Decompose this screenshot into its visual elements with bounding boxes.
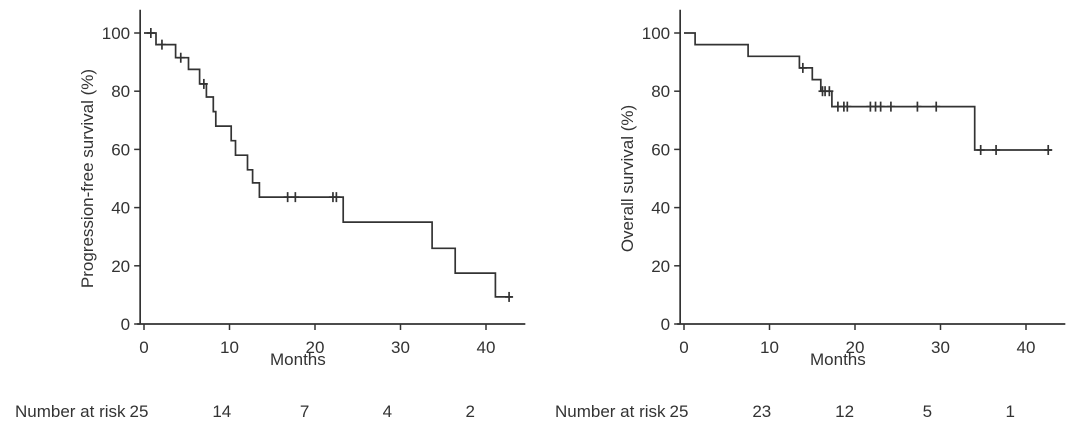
x-tick-label: 30 bbox=[931, 338, 950, 357]
pfs-km-chart: 0 20 40 60 80 100 0 10 20 30 40 Months Progression-f… bbox=[15, 9, 526, 421]
y-tick-label: 80 bbox=[111, 82, 130, 101]
x-tick-label: 20 bbox=[846, 338, 865, 357]
panel-progression-free-survival: 0 20 40 60 80 100 0 10 20 30 40 Months Progression-f… bbox=[15, 9, 526, 421]
y-tick-label: 20 bbox=[111, 257, 130, 276]
number-at-risk-value: 7 bbox=[300, 402, 309, 421]
x-tick-label: 10 bbox=[760, 338, 779, 357]
y-tick-label: 60 bbox=[651, 140, 670, 159]
number-at-risk-value: 4 bbox=[383, 402, 392, 421]
y-tick-label: 100 bbox=[642, 24, 670, 43]
y-tick-label: 80 bbox=[651, 82, 670, 101]
number-at-risk-value: 2 bbox=[465, 402, 474, 421]
number-at-risk-value: 1 bbox=[1005, 402, 1014, 421]
panel-overall-survival: 0 20 40 60 80 100 0 10 20 30 40 Months Overall survi… bbox=[540, 0, 1080, 428]
x-tick-label: 10 bbox=[220, 338, 239, 357]
y-tick-label: 0 bbox=[661, 315, 670, 334]
number-at-risk-value: 23 bbox=[752, 402, 771, 421]
x-tick-label: 0 bbox=[679, 338, 688, 357]
number-at-risk-value: 25 bbox=[130, 402, 149, 421]
km-curve bbox=[684, 32, 1052, 151]
os-km-chart: 0 20 40 60 80 100 0 10 20 30 40 Months Overall survi… bbox=[555, 9, 1066, 421]
km-curve bbox=[144, 32, 513, 298]
y-axis-title: Overall survival (%) bbox=[618, 105, 637, 252]
x-tick-label: 30 bbox=[391, 338, 410, 357]
x-axis-title: Months bbox=[270, 350, 326, 369]
y-tick-label: 40 bbox=[651, 199, 670, 218]
y-axis-title: Progression-free survival (%) bbox=[78, 69, 97, 288]
x-tick-label: 0 bbox=[139, 338, 148, 357]
number-at-risk-value: 14 bbox=[212, 402, 231, 421]
y-tick-label: 40 bbox=[111, 199, 130, 218]
number-at-risk-value: 5 bbox=[923, 402, 932, 421]
y-tick-label: 100 bbox=[102, 24, 130, 43]
x-tick-label: 40 bbox=[477, 338, 496, 357]
number-at-risk-label: Number at risk bbox=[555, 402, 666, 421]
x-tick-label: 40 bbox=[1017, 338, 1036, 357]
y-tick-label: 0 bbox=[121, 315, 130, 334]
number-at-risk-value: 12 bbox=[835, 402, 854, 421]
x-axis-title: Months bbox=[810, 350, 866, 369]
y-tick-label: 60 bbox=[111, 140, 130, 159]
x-tick-label: 20 bbox=[306, 338, 325, 357]
y-tick-label: 20 bbox=[651, 257, 670, 276]
number-at-risk-label: Number at risk bbox=[15, 402, 126, 421]
number-at-risk-value: 25 bbox=[670, 402, 689, 421]
